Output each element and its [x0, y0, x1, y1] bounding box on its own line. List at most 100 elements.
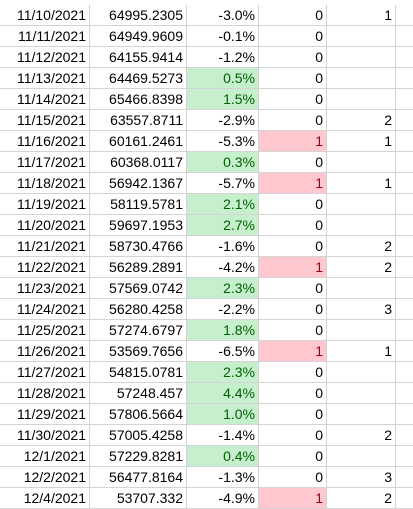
- count-cell[interactable]: [327, 194, 396, 215]
- count-cell[interactable]: 2: [327, 257, 396, 278]
- flag-cell[interactable]: 0: [259, 278, 327, 299]
- percent-change-cell[interactable]: -4.2%: [187, 257, 259, 278]
- count-cell[interactable]: 1: [327, 131, 396, 152]
- count-cell[interactable]: [327, 404, 396, 425]
- date-cell[interactable]: 11/10/2021: [0, 5, 90, 26]
- flag-cell[interactable]: 0: [259, 362, 327, 383]
- flag-cell[interactable]: 1: [259, 488, 327, 509]
- date-cell[interactable]: 11/26/2021: [0, 341, 90, 362]
- count-cell[interactable]: 2: [327, 110, 396, 131]
- count-cell[interactable]: 2: [327, 488, 396, 509]
- percent-change-cell[interactable]: -0.1%: [187, 26, 259, 47]
- empty-cell[interactable]: [396, 488, 413, 509]
- flag-cell[interactable]: 0: [259, 26, 327, 47]
- percent-change-cell[interactable]: 1.5%: [187, 89, 259, 110]
- empty-cell[interactable]: [396, 68, 413, 89]
- price-cell[interactable]: 53707.332: [90, 488, 187, 509]
- flag-cell[interactable]: 0: [259, 68, 327, 89]
- count-cell[interactable]: 1: [327, 5, 396, 26]
- date-cell[interactable]: 11/16/2021: [0, 131, 90, 152]
- percent-change-cell[interactable]: 2.7%: [187, 215, 259, 236]
- percent-change-cell[interactable]: 1.0%: [187, 404, 259, 425]
- flag-cell[interactable]: 0: [259, 110, 327, 131]
- percent-change-cell[interactable]: -1.2%: [187, 47, 259, 68]
- empty-cell[interactable]: [396, 404, 413, 425]
- price-cell[interactable]: 60368.0117: [90, 152, 187, 173]
- date-cell[interactable]: 11/21/2021: [0, 236, 90, 257]
- price-cell[interactable]: 65466.8398: [90, 89, 187, 110]
- empty-cell[interactable]: [396, 299, 413, 320]
- date-cell[interactable]: 11/18/2021: [0, 173, 90, 194]
- count-cell[interactable]: [327, 26, 396, 47]
- empty-cell[interactable]: [396, 362, 413, 383]
- flag-cell[interactable]: 0: [259, 446, 327, 467]
- percent-change-cell[interactable]: 2.3%: [187, 278, 259, 299]
- price-cell[interactable]: 57229.8281: [90, 446, 187, 467]
- flag-cell[interactable]: 1: [259, 341, 327, 362]
- date-cell[interactable]: 11/25/2021: [0, 320, 90, 341]
- empty-cell[interactable]: [396, 257, 413, 278]
- flag-cell[interactable]: 0: [259, 236, 327, 257]
- count-cell[interactable]: 3: [327, 299, 396, 320]
- empty-cell[interactable]: [396, 5, 413, 26]
- empty-cell[interactable]: [396, 194, 413, 215]
- price-cell[interactable]: 57806.5664: [90, 404, 187, 425]
- percent-change-cell[interactable]: 2.3%: [187, 362, 259, 383]
- date-cell[interactable]: 11/24/2021: [0, 299, 90, 320]
- flag-cell[interactable]: 0: [259, 47, 327, 68]
- price-cell[interactable]: 58730.4766: [90, 236, 187, 257]
- flag-cell[interactable]: 0: [259, 152, 327, 173]
- percent-change-cell[interactable]: -2.2%: [187, 299, 259, 320]
- price-cell[interactable]: 57248.457: [90, 383, 187, 404]
- empty-cell[interactable]: [396, 26, 413, 47]
- empty-cell[interactable]: [396, 110, 413, 131]
- flag-cell[interactable]: 1: [259, 257, 327, 278]
- price-cell[interactable]: 64949.9609: [90, 26, 187, 47]
- date-cell[interactable]: 11/20/2021: [0, 215, 90, 236]
- price-cell[interactable]: 54815.0781: [90, 362, 187, 383]
- count-cell[interactable]: [327, 68, 396, 89]
- empty-cell[interactable]: [396, 425, 413, 446]
- count-cell[interactable]: [327, 278, 396, 299]
- count-cell[interactable]: 1: [327, 341, 396, 362]
- empty-cell[interactable]: [396, 320, 413, 341]
- count-cell[interactable]: 2: [327, 236, 396, 257]
- date-cell[interactable]: 11/15/2021: [0, 110, 90, 131]
- date-cell[interactable]: 11/17/2021: [0, 152, 90, 173]
- flag-cell[interactable]: 0: [259, 425, 327, 446]
- empty-cell[interactable]: [396, 278, 413, 299]
- percent-change-cell[interactable]: 2.1%: [187, 194, 259, 215]
- percent-change-cell[interactable]: 0.3%: [187, 152, 259, 173]
- flag-cell[interactable]: 0: [259, 5, 327, 26]
- count-cell[interactable]: [327, 383, 396, 404]
- percent-change-cell[interactable]: -5.7%: [187, 173, 259, 194]
- count-cell[interactable]: [327, 152, 396, 173]
- date-cell[interactable]: 11/23/2021: [0, 278, 90, 299]
- empty-cell[interactable]: [396, 383, 413, 404]
- price-cell[interactable]: 58119.5781: [90, 194, 187, 215]
- date-cell[interactable]: 11/28/2021: [0, 383, 90, 404]
- percent-change-cell[interactable]: -1.4%: [187, 425, 259, 446]
- count-cell[interactable]: 2: [327, 425, 396, 446]
- flag-cell[interactable]: 1: [259, 173, 327, 194]
- count-cell[interactable]: [327, 362, 396, 383]
- empty-cell[interactable]: [396, 173, 413, 194]
- price-cell[interactable]: 64469.5273: [90, 68, 187, 89]
- date-cell[interactable]: 11/29/2021: [0, 404, 90, 425]
- flag-cell[interactable]: 1: [259, 131, 327, 152]
- percent-change-cell[interactable]: -5.3%: [187, 131, 259, 152]
- percent-change-cell[interactable]: 0.4%: [187, 446, 259, 467]
- price-cell[interactable]: 57274.6797: [90, 320, 187, 341]
- price-cell[interactable]: 63557.8711: [90, 110, 187, 131]
- date-cell[interactable]: 12/4/2021: [0, 488, 90, 509]
- percent-change-cell[interactable]: -4.9%: [187, 488, 259, 509]
- empty-cell[interactable]: [396, 152, 413, 173]
- price-cell[interactable]: 53569.7656: [90, 341, 187, 362]
- empty-cell[interactable]: [396, 89, 413, 110]
- empty-cell[interactable]: [396, 341, 413, 362]
- count-cell[interactable]: [327, 215, 396, 236]
- empty-cell[interactable]: [396, 131, 413, 152]
- flag-cell[interactable]: 0: [259, 215, 327, 236]
- count-cell[interactable]: [327, 320, 396, 341]
- flag-cell[interactable]: 0: [259, 404, 327, 425]
